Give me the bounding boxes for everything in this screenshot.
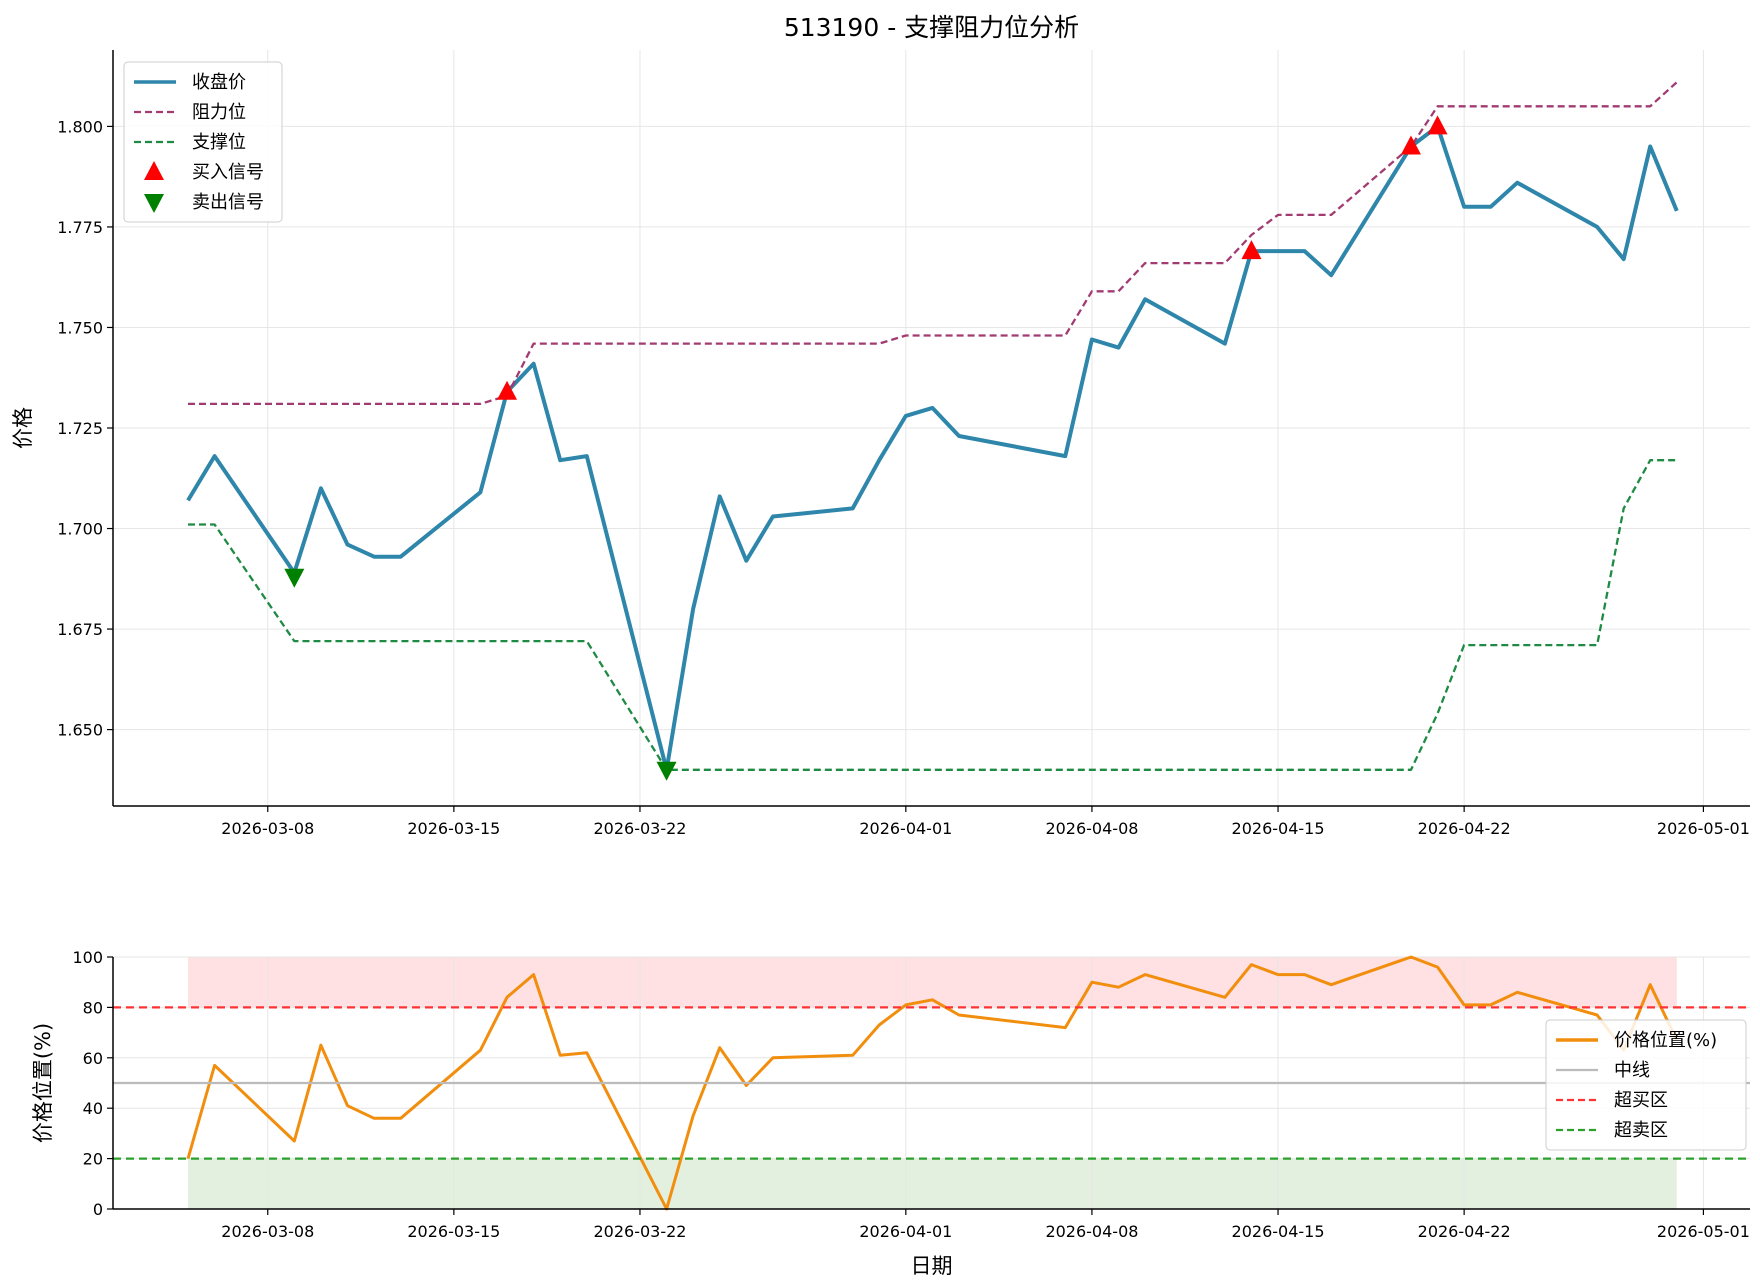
x-tick-label: 2026-04-01: [859, 819, 952, 838]
legend-label: 中线: [1614, 1060, 1650, 1081]
series-line: [188, 81, 1678, 406]
y-tick-label: 20: [83, 1150, 103, 1169]
y-tick-label: 1.700: [57, 520, 103, 539]
buy-signal-marker: [1427, 115, 1448, 135]
y-axis-title: 价格位置(%): [31, 1023, 55, 1143]
chart-title: 513190 - 支撑阻力位分析: [784, 13, 1079, 42]
series-line: [186, 955, 1679, 1211]
y-tick-label: 1.800: [57, 117, 103, 136]
y-tick-label: 1.750: [57, 318, 103, 337]
x-tick-label: 2026-04-01: [859, 1222, 952, 1241]
legend-label: 超买区: [1614, 1090, 1668, 1111]
x-axis-title: 日期: [911, 1254, 953, 1278]
buy-signal-marker: [1400, 135, 1421, 155]
y-tick-label: 1.675: [57, 620, 103, 639]
x-tick-label: 2026-04-08: [1045, 819, 1138, 838]
y-axis-title: 价格: [11, 407, 35, 449]
y-tick-label: 1.775: [57, 218, 103, 237]
x-tick-label: 2026-03-15: [407, 1222, 500, 1241]
x-tick-label: 2026-04-15: [1232, 1222, 1325, 1241]
legend-label: 卖出信号: [192, 192, 264, 213]
y-tick-label: 0: [93, 1200, 103, 1219]
legend-label: 价格位置(%): [1614, 1030, 1717, 1051]
x-tick-label: 2026-04-22: [1418, 1222, 1511, 1241]
y-tick-label: 1.725: [57, 419, 103, 438]
sell-signal-marker: [656, 761, 677, 781]
oversold-band: [188, 1158, 1677, 1209]
y-tick-label: 40: [83, 1099, 103, 1118]
sell-signal-marker: [284, 568, 305, 588]
legend-label: 阻力位: [192, 102, 246, 123]
grid: [113, 956, 1750, 1210]
legend-marker: [144, 194, 164, 213]
x-tick-label: 2026-04-15: [1232, 819, 1325, 838]
x-tick-label: 2026-04-08: [1045, 1222, 1138, 1241]
series-line: [188, 459, 1677, 771]
price-chart: 1.650 1.675 1.700 1.725 1.750 1.775 1.800 2026-…: [11, 13, 1750, 838]
buy-signal-marker: [1241, 240, 1262, 260]
legend-label: 收盘价: [192, 72, 246, 93]
x-tick-label: 2026-05-01: [1657, 819, 1750, 838]
legend-box: [1545, 1019, 1747, 1151]
legend-label: 支撑位: [192, 132, 246, 153]
x-tick-label: 2026-05-01: [1657, 1222, 1750, 1241]
series-line: [186, 124, 1679, 772]
y-tick-label: 100: [72, 948, 103, 967]
legend-marker: [144, 161, 164, 180]
x-tick-label: 2026-03-22: [593, 819, 686, 838]
buy-signal-marker: [497, 380, 518, 400]
x-tick-label: 2026-03-22: [593, 1222, 686, 1241]
legend-label: 超卖区: [1614, 1120, 1668, 1141]
legend-label: 买入信号: [192, 162, 264, 183]
y-tick-label: 1.650: [57, 721, 103, 740]
legend-box: [123, 61, 283, 223]
x-tick-label: 2026-03-08: [221, 1222, 314, 1241]
price-position-chart: 0 20 40 60 80 100 2026-03-08 2026-03-15 2026-03-…: [31, 948, 1750, 1278]
x-tick-label: 2026-03-08: [221, 819, 314, 838]
y-tick-label: 80: [83, 998, 103, 1017]
x-tick-label: 2026-04-22: [1418, 819, 1511, 838]
y-tick-label: 60: [83, 1049, 103, 1068]
x-tick-label: 2026-03-15: [407, 819, 500, 838]
